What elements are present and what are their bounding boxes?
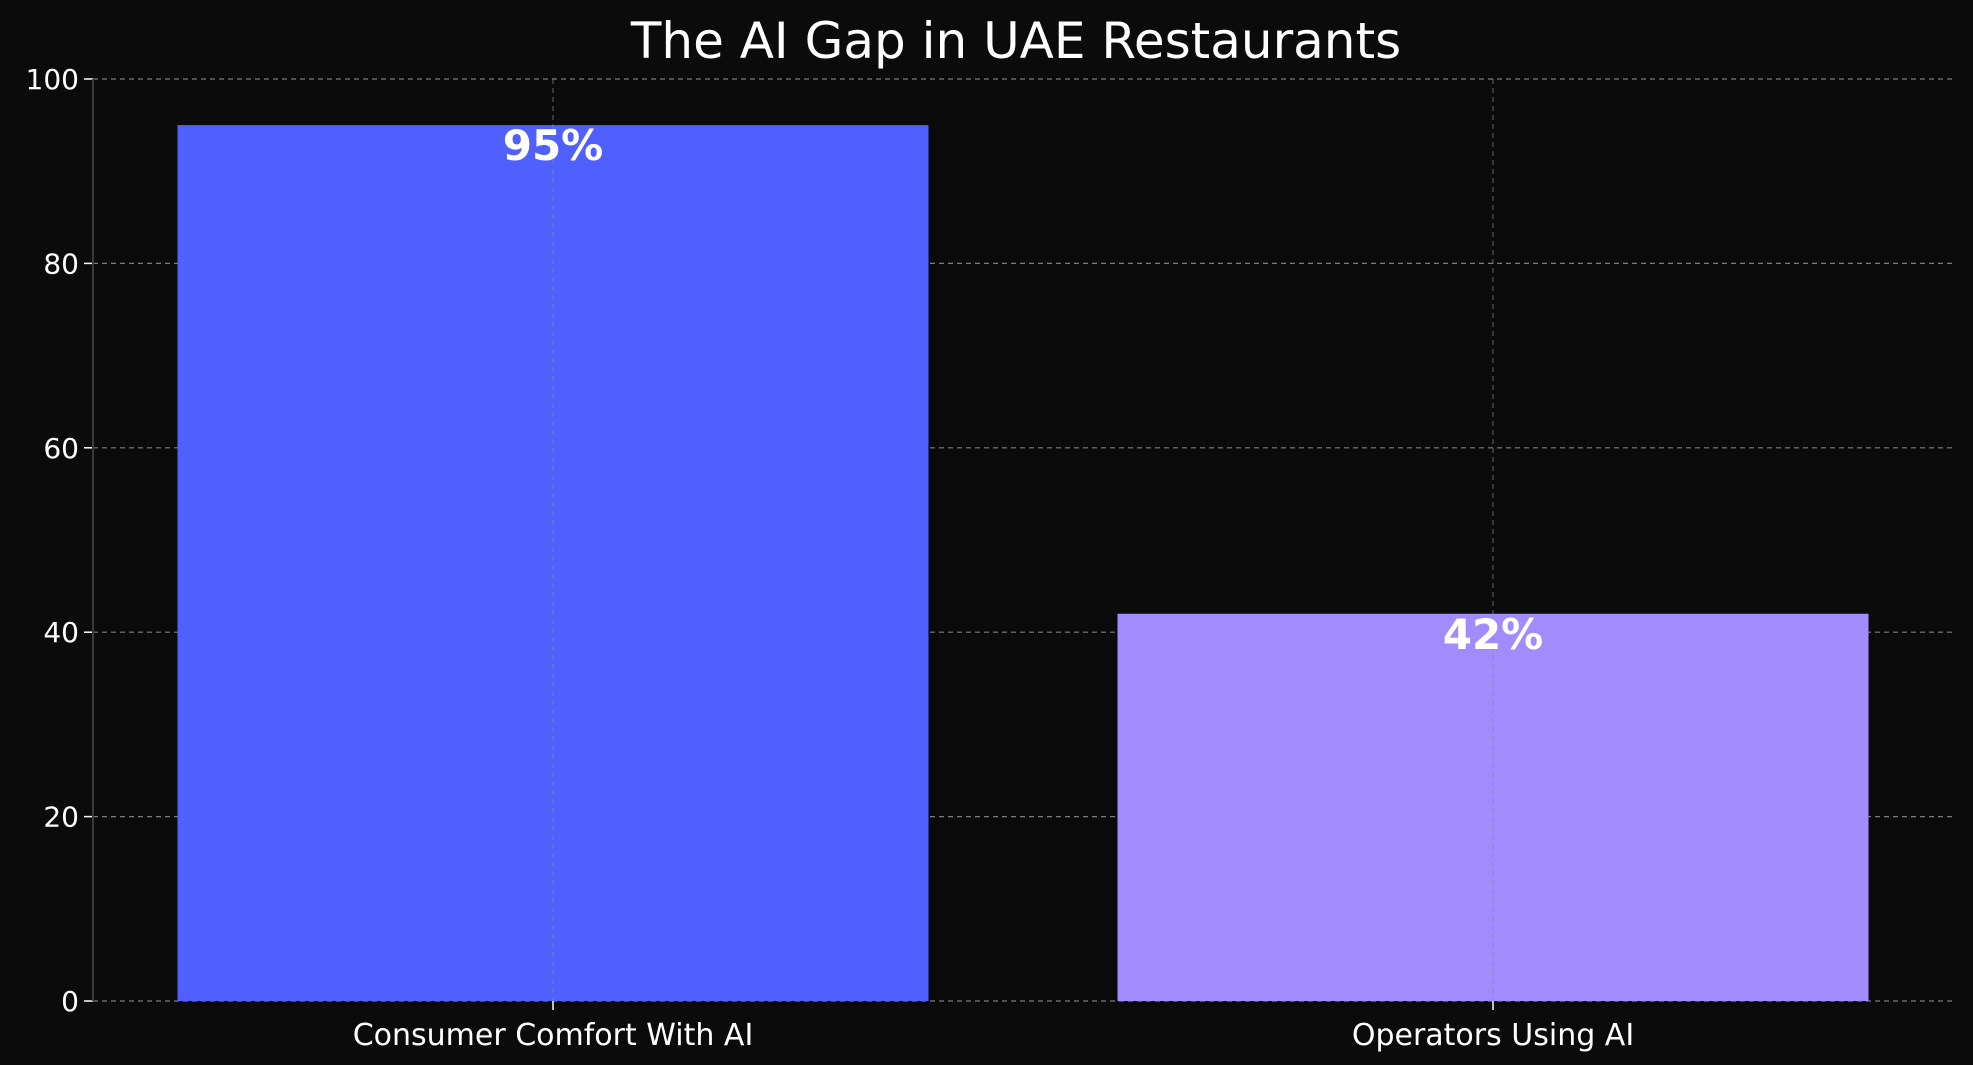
chart-title: The AI Gap in UAE Restaurants xyxy=(630,12,1401,70)
data-labels: 95% 42% xyxy=(503,121,1544,659)
y-tick-label: 40 xyxy=(43,616,79,649)
vertical-grid-lines xyxy=(552,79,1494,1001)
x-tick-label: Operators Using AI xyxy=(1352,1018,1634,1053)
bars xyxy=(177,125,1869,1002)
x-tick-label: Consumer Comfort With AI xyxy=(353,1018,754,1053)
y-tick-label: 80 xyxy=(43,247,79,280)
y-tick-label: 100 xyxy=(26,63,79,96)
y-tick-label: 20 xyxy=(43,801,79,834)
y-tick-label: 0 xyxy=(61,985,79,1018)
y-tick-label: 60 xyxy=(43,432,79,465)
data-label: 42% xyxy=(1443,610,1544,659)
bar-1 xyxy=(177,125,929,1002)
axes: 0 20 40 60 80 100 Consumer Comfort With AI Oper… xyxy=(26,63,1635,1053)
data-label: 95% xyxy=(503,121,604,170)
bar-2 xyxy=(1117,613,1869,1001)
